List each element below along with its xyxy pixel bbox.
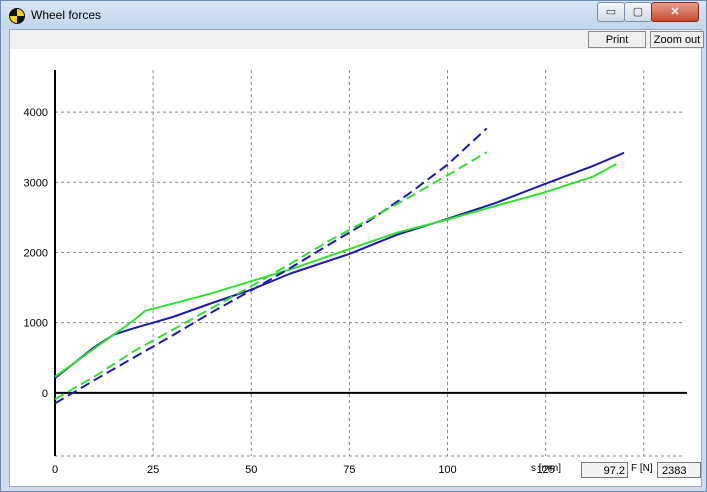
- minimize-icon: ▭: [605, 6, 617, 18]
- series-line-3-dashed: [54, 151, 488, 401]
- y-tick-label-3000: 3000: [24, 177, 48, 189]
- y-tick-label-1000: 1000: [24, 318, 48, 330]
- x-tick-label-0: 0: [52, 464, 58, 476]
- wheel-forces-chart[interactable]: 0 25 50 75 100 125 4000 3000 2000 1000 0: [10, 30, 701, 486]
- y-tick-label-4000: 4000: [24, 107, 48, 119]
- x-tick-label-50: 50: [245, 464, 257, 476]
- y-tick-label-0: 0: [42, 388, 48, 400]
- f-value-field: 2383: [657, 462, 701, 478]
- s-label: s [mm]: [531, 463, 561, 474]
- print-button[interactable]: Print: [588, 31, 646, 48]
- window-title: Wheel forces: [31, 8, 102, 22]
- x-tick-label-75: 75: [343, 464, 355, 476]
- x-tick-label-100: 100: [438, 464, 456, 476]
- s-value-field: 97.2: [581, 462, 628, 478]
- series-line-0-solid: [54, 151, 625, 379]
- client-area: Print Zoom out 0 25 50 75 100 125 4000 3000 2000…: [9, 29, 704, 487]
- close-icon: ✕: [670, 6, 680, 18]
- x-tick-label-25: 25: [147, 464, 159, 476]
- series-line-2-dashed: [54, 127, 488, 405]
- f-label: F [N]: [631, 463, 653, 474]
- zoom-out-button[interactable]: Zoom out: [650, 31, 704, 48]
- title-bar[interactable]: Wheel forces ▭ ▢ ✕: [1, 1, 706, 29]
- maximize-icon: ▢: [632, 6, 644, 18]
- close-button[interactable]: ✕: [651, 2, 699, 22]
- maximize-button[interactable]: ▢: [624, 2, 652, 22]
- x-tick-label-125: 125: [536, 464, 554, 476]
- minimize-button[interactable]: ▭: [597, 2, 625, 22]
- y-tick-label-2000: 2000: [24, 247, 48, 259]
- crash-test-icon: [9, 8, 25, 24]
- series-line-1-solid: [54, 163, 617, 378]
- toolbar: Print Zoom out: [10, 30, 704, 49]
